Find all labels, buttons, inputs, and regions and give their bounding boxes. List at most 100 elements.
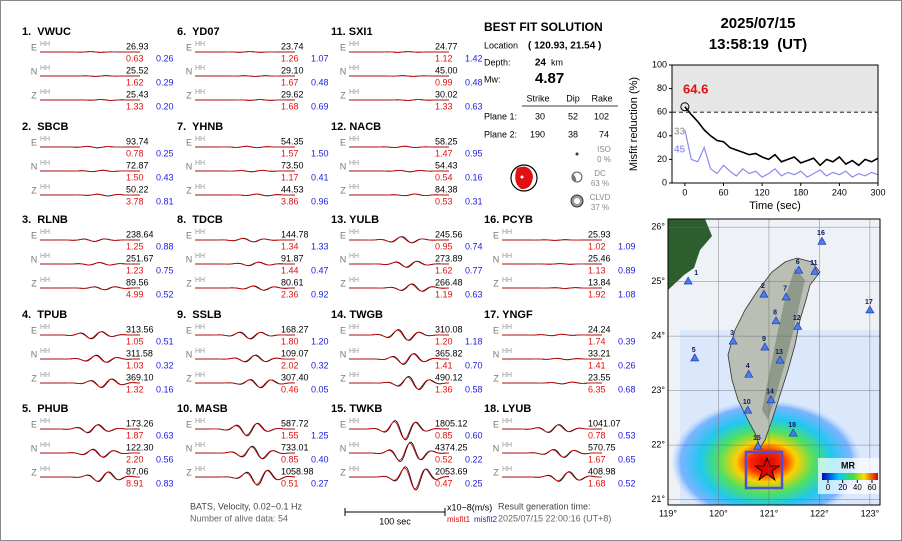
- mainland: [668, 219, 712, 290]
- station-number: 5: [692, 347, 696, 354]
- component: Z: [31, 90, 37, 100]
- synthetic-trace: [40, 331, 140, 339]
- misfit1: 6.35: [588, 384, 606, 394]
- component: Z: [31, 467, 37, 477]
- beachball: [510, 164, 538, 192]
- station-number: 10: [743, 399, 751, 406]
- generated-time: 2025/07/15 22:00:16 (UT+8): [498, 513, 611, 523]
- synthetic-trace: [40, 449, 140, 458]
- lat-label: 21°: [651, 494, 665, 504]
- lon-label: 122°: [810, 508, 829, 518]
- station-label: 11. SXI1: [331, 26, 373, 38]
- search-box: [744, 450, 784, 490]
- amplitude: 54.43: [435, 160, 458, 170]
- amplitude: 23.55: [588, 372, 611, 382]
- instrument: HH: [40, 348, 50, 355]
- misfit2: 0.95: [465, 148, 483, 158]
- instrument: HH: [40, 418, 50, 425]
- synthetic-trace: [349, 261, 449, 268]
- amplitude: 24.24: [588, 324, 611, 334]
- misfit1: 0.78: [126, 148, 144, 158]
- amplitude: 238.64: [126, 229, 154, 239]
- amplitude: 72.87: [126, 160, 149, 170]
- amplitude: 122.30: [126, 442, 154, 452]
- misfit1: 1.05: [126, 336, 144, 346]
- station-label: 7. YHNB: [177, 121, 223, 133]
- synthetic-trace: [502, 381, 602, 385]
- misfit1: 1.33: [435, 101, 453, 111]
- synthetic-trace: [195, 99, 295, 101]
- misfit1: 4.99: [126, 289, 144, 299]
- misfit2: 0.43: [156, 172, 174, 182]
- amplitude: 570.75: [588, 442, 616, 452]
- misfit1: 1.62: [435, 265, 453, 275]
- x-axis-title: Time (sec): [749, 200, 801, 212]
- station-number: 17: [865, 299, 873, 306]
- instrument: HH: [349, 277, 359, 284]
- clvd-label: CLVD: [590, 193, 611, 202]
- component: N: [186, 254, 193, 264]
- component: E: [340, 325, 346, 335]
- misfit1: 1.23: [126, 265, 144, 275]
- series-line: [684, 129, 879, 178]
- synthetic-trace: [195, 379, 295, 388]
- synthetic-trace: [195, 470, 296, 485]
- misfit2: 0.63: [465, 289, 483, 299]
- synthetic-trace: [40, 238, 140, 242]
- misfit2: 0.88: [156, 241, 174, 251]
- misfit2: 0.89: [618, 265, 636, 275]
- amplitude: 273.89: [435, 253, 463, 263]
- amplitude: 173.26: [126, 418, 154, 428]
- misfit1: 1.67: [281, 77, 299, 87]
- amplitude: 25.43: [126, 89, 149, 99]
- misfit2: 0.27: [311, 478, 329, 488]
- station-number: 13: [775, 349, 783, 356]
- misfit2: 0.31: [465, 196, 483, 206]
- misfit1: 0.46: [281, 384, 299, 394]
- synthetic-trace: [349, 236, 449, 243]
- misfit2: 0.56: [156, 454, 174, 464]
- instrument: HH: [502, 418, 512, 425]
- misfit2: 0.70: [465, 360, 483, 370]
- misfit2: 0.32: [311, 360, 329, 370]
- instrument: HH: [40, 41, 50, 48]
- annotation: 33: [674, 127, 686, 138]
- misfit1: 1.41: [435, 360, 453, 370]
- instrument: HH: [349, 348, 359, 355]
- synthetic-trace: [40, 262, 140, 266]
- component: E: [340, 42, 346, 52]
- y-axis-title: Misfit reduction (%): [628, 77, 640, 171]
- station: [810, 266, 820, 275]
- synthetic-trace: [502, 333, 602, 336]
- synthetic-trace: [195, 51, 295, 53]
- component: Z: [493, 467, 499, 477]
- misfit2: 0.29: [156, 77, 174, 87]
- misfit1: 1.34: [281, 241, 299, 251]
- station-label: 10. MASB: [177, 403, 228, 415]
- misfit1-legend: misfit1: [447, 515, 471, 524]
- map: 119° 120° 121° 122° 123°21°22°23°24°25°26°12…: [651, 218, 881, 518]
- station-number: 9: [762, 336, 766, 343]
- synthetic-trace: [40, 378, 140, 388]
- instrument: HH: [195, 65, 205, 72]
- mw: 4.87: [535, 70, 564, 87]
- instrument: HH: [349, 324, 359, 331]
- component: N: [186, 66, 193, 76]
- misfit1: 1.19: [435, 289, 453, 299]
- misfit2: 1.09: [618, 241, 636, 251]
- misfit-chart: 0 20 40 60 80 100 0 60 120 180 240 300 Time (sec) Mis…: [628, 59, 886, 212]
- threshold-zone: [672, 65, 878, 113]
- misfit1: 0.52: [435, 454, 453, 464]
- instrument: HH: [502, 324, 512, 331]
- misfit2: 1.25: [311, 430, 329, 440]
- instrument: HH: [502, 466, 512, 473]
- instrument: HH: [195, 324, 205, 331]
- instrument: HH: [349, 442, 359, 449]
- misfit2: 1.20: [311, 336, 329, 346]
- component: E: [186, 42, 192, 52]
- component: N: [186, 349, 193, 359]
- station: [794, 265, 804, 274]
- amplitude: 733.01: [281, 442, 309, 452]
